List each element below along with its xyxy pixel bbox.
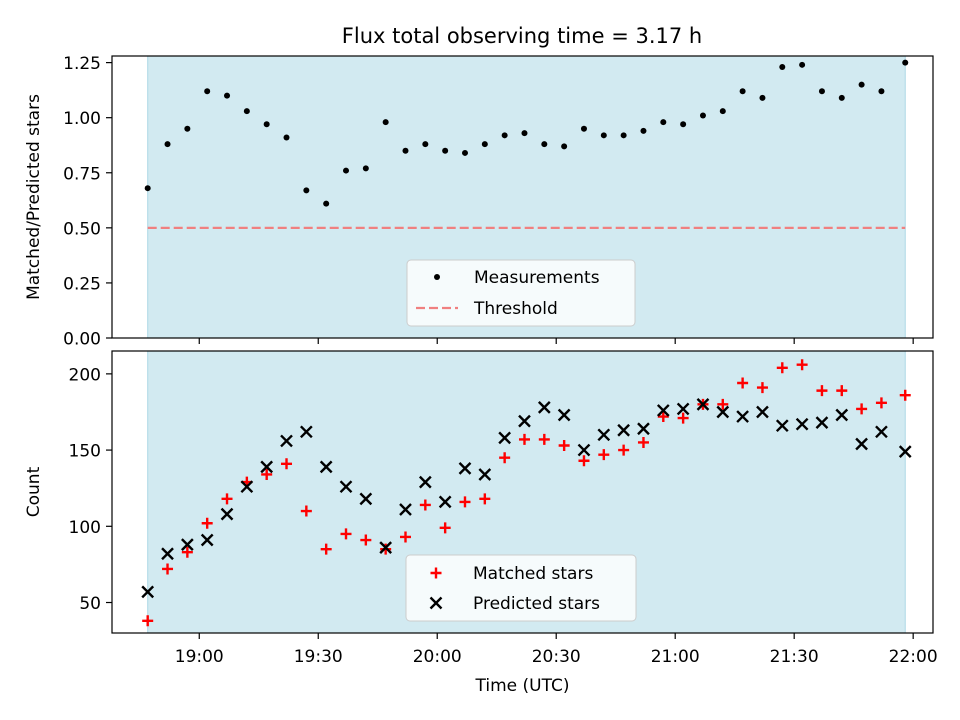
measurement-point [383,119,389,125]
chart-figure: Flux total observing time = 3.17 h 0.000… [0,0,960,720]
measurement-point [422,141,428,147]
measurement-point [759,95,765,101]
top-ytick-label: 0.00 [63,330,101,350]
measurement-point [640,128,646,134]
legend-measurements-label: Measurements [474,268,600,288]
bottom-xtick-label: 20:30 [532,647,581,667]
measurement-point [660,119,666,125]
measurement-point [323,201,329,207]
measurement-point [819,88,825,94]
measurement-point [502,132,508,138]
top-panel-flux-ratio: 0.00 0.25 0.50 0.75 1.00 1.25 Matched/Predicte… [24,54,933,349]
measurement-point [363,165,369,171]
measurement-point [839,95,845,101]
measurement-point [482,141,488,147]
bottom-xtick-label: 21:30 [770,647,819,667]
measurement-point [859,82,865,88]
measurement-point [343,168,349,174]
measurement-point [621,132,627,138]
bottom-ytick-label: 150 [69,442,101,462]
measurement-point [581,126,587,132]
measurement-point [442,148,448,154]
measurement-point [264,121,270,127]
bottom-ylabel: Count [24,466,44,517]
measurement-point [145,185,151,191]
legend-matched-label: Matched stars [473,564,593,584]
measurement-point [680,121,686,127]
measurement-point [204,88,210,94]
measurement-point [284,135,290,141]
top-ytick-label: 1.25 [63,54,101,74]
measurement-point [184,126,190,132]
measurement-point [720,108,726,114]
bottom-xtick-label: 22:00 [889,647,938,667]
legend-measurements-marker [434,274,440,280]
measurement-point [740,88,746,94]
legend-predicted-label: Predicted stars [473,594,600,614]
bottom-xtick-label: 21:00 [651,647,700,667]
top-ytick-label: 0.75 [63,164,101,184]
legend-threshold-label: Threshold [473,299,558,319]
measurement-point [799,62,805,68]
measurement-point [462,150,468,156]
measurement-point [244,108,250,114]
measurement-point [601,132,607,138]
measurement-point [224,93,230,99]
top-ytick-label: 1.00 [63,109,101,129]
measurement-point [779,64,785,70]
bottom-xtick-label: 19:30 [294,647,343,667]
top-ytick-label: 0.50 [63,219,101,239]
top-ylabel: Matched/Predicted stars [24,94,44,300]
measurement-point [303,187,309,193]
bottom-panel-counts: 50 100 150 200 19:00 19:30 20:00 20:30 21:00 21:3… [24,351,938,696]
bottom-ytick-label: 200 [69,365,101,385]
measurement-point [541,141,547,147]
measurement-point [521,130,527,136]
measurement-point [878,88,884,94]
chart-title: Flux total observing time = 3.17 h [342,24,702,48]
measurement-point [561,143,567,149]
measurement-point [902,60,908,66]
bottom-xlabel: Time (UTC) [475,676,570,696]
bottom-ytick-label: 100 [69,518,101,538]
bottom-xtick-label: 19:00 [175,647,224,667]
bottom-xtick-label: 20:00 [413,647,462,667]
top-ytick-label: 0.25 [63,274,101,294]
measurement-point [402,148,408,154]
measurement-point [165,141,171,147]
bottom-ytick-label: 50 [79,594,101,614]
measurement-point [700,112,706,118]
